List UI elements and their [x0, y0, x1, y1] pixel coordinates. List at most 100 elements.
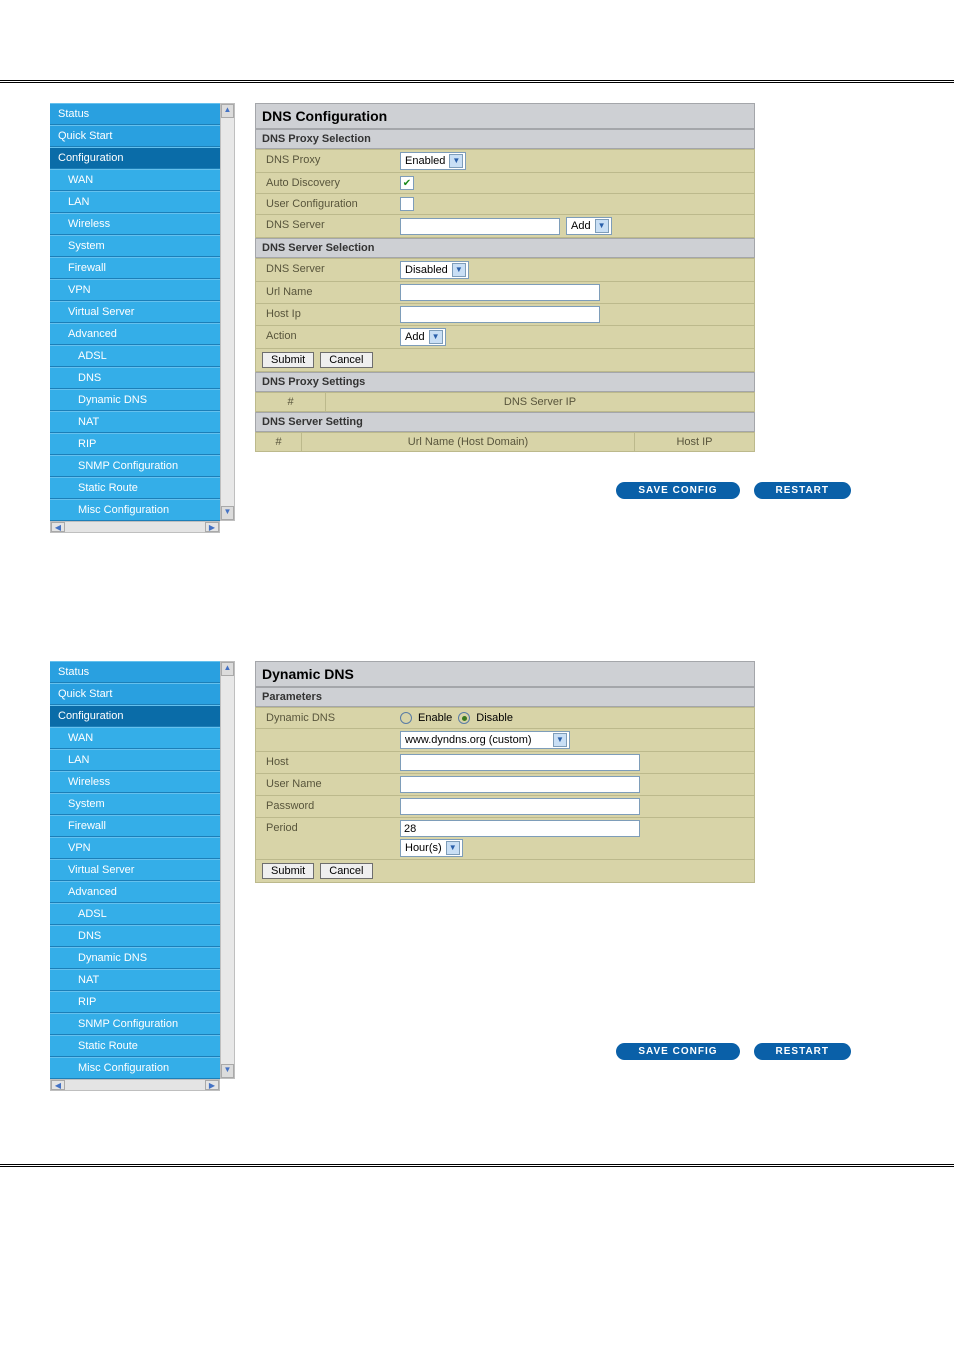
col-url-name: Url Name (Host Domain): [302, 433, 635, 452]
sidebar-item-static-route[interactable]: Static Route: [50, 1035, 220, 1057]
sidebar-item-snmp-config[interactable]: SNMP Configuration: [50, 455, 220, 477]
sidebar-item-wireless[interactable]: Wireless: [50, 213, 220, 235]
provider-select[interactable]: www.dyndns.org (custom) ▼: [400, 731, 570, 749]
dynamic-dns-view: Status Quick Start Configuration WAN LAN…: [0, 661, 954, 1079]
radio-label-disable: Disable: [476, 712, 513, 724]
chevron-down-icon: ▼: [452, 263, 466, 277]
sidebar-item-misc-config[interactable]: Misc Configuration: [50, 499, 220, 521]
sidebar-item-virtual-server[interactable]: Virtual Server: [50, 859, 220, 881]
sidebar-item-nat[interactable]: NAT: [50, 411, 220, 433]
sidebar-hscrollbar[interactable]: ◀ ▶: [50, 1079, 220, 1091]
sidebar-item-dynamic-dns[interactable]: Dynamic DNS: [50, 389, 220, 411]
scroll-up-icon[interactable]: ▲: [221, 104, 234, 118]
sidebar-item-advanced[interactable]: Advanced: [50, 881, 220, 903]
sidebar-item-virtual-server[interactable]: Virtual Server: [50, 301, 220, 323]
sidebar-item-wireless[interactable]: Wireless: [50, 771, 220, 793]
chevron-down-icon: ▼: [595, 219, 609, 233]
sidebar-item-quick-start[interactable]: Quick Start: [50, 683, 220, 705]
sidebar-item-configuration[interactable]: Configuration: [50, 147, 220, 169]
password-input[interactable]: [400, 798, 640, 815]
sidebar-item-vpn[interactable]: VPN: [50, 837, 220, 859]
dns-server-input[interactable]: [400, 218, 560, 235]
scroll-left-icon[interactable]: ◀: [51, 522, 65, 532]
label-dns-proxy: DNS Proxy: [256, 150, 396, 172]
sidebar-item-status[interactable]: Status: [50, 103, 220, 125]
scroll-track[interactable]: [221, 676, 234, 1064]
cancel-button[interactable]: Cancel: [320, 863, 372, 879]
sidebar-item-snmp-config[interactable]: SNMP Configuration: [50, 1013, 220, 1035]
page-top-rule: [0, 80, 954, 83]
scroll-up-icon[interactable]: ▲: [221, 662, 234, 676]
sidebar-item-firewall[interactable]: Firewall: [50, 257, 220, 279]
submit-button[interactable]: Submit: [262, 863, 314, 879]
sidebar-item-wan[interactable]: WAN: [50, 169, 220, 191]
auto-discovery-checkbox[interactable]: ✔: [400, 176, 414, 190]
sidebar-item-adsl[interactable]: ADSL: [50, 903, 220, 925]
save-config-button[interactable]: SAVE CONFIG: [616, 482, 739, 499]
restart-button[interactable]: RESTART: [754, 1043, 851, 1060]
host-ip-input[interactable]: [400, 306, 600, 323]
sidebar-item-rip[interactable]: RIP: [50, 991, 220, 1013]
col-dns-server-ip: DNS Server IP: [326, 393, 755, 412]
sidebar-hscrollbar[interactable]: ◀ ▶: [50, 521, 220, 533]
user-config-checkbox[interactable]: ✔: [400, 197, 414, 211]
sidebar-item-rip[interactable]: RIP: [50, 433, 220, 455]
scroll-track[interactable]: [65, 1080, 205, 1090]
label-dns-server: DNS Server: [256, 215, 396, 237]
sidebar-item-vpn[interactable]: VPN: [50, 279, 220, 301]
label-period: Period: [256, 818, 396, 859]
sidebar-item-wan[interactable]: WAN: [50, 727, 220, 749]
restart-button[interactable]: RESTART: [754, 482, 851, 499]
host-input[interactable]: [400, 754, 640, 771]
sidebar-item-firewall[interactable]: Firewall: [50, 815, 220, 837]
sidebar-item-dynamic-dns[interactable]: Dynamic DNS: [50, 947, 220, 969]
scroll-right-icon[interactable]: ▶: [205, 522, 219, 532]
sidebar-item-lan[interactable]: LAN: [50, 749, 220, 771]
dns-proxy-select[interactable]: Enabled ▼: [400, 152, 466, 170]
col-num: #: [256, 393, 326, 412]
label-host-ip: Host Ip: [256, 304, 396, 325]
disable-radio[interactable]: [458, 712, 470, 724]
dns-server-action-select[interactable]: Add ▼: [566, 217, 612, 235]
sidebar-vscrollbar[interactable]: ▲ ▼: [220, 661, 235, 1079]
label-user-config: User Configuration: [256, 194, 396, 214]
save-config-button[interactable]: SAVE CONFIG: [616, 1043, 739, 1060]
scroll-right-icon[interactable]: ▶: [205, 1080, 219, 1090]
dns-server-select[interactable]: Disabled ▼: [400, 261, 469, 279]
panel-title: DNS Configuration: [255, 103, 755, 129]
sidebar-item-nat[interactable]: NAT: [50, 969, 220, 991]
sidebar-item-lan[interactable]: LAN: [50, 191, 220, 213]
scroll-track[interactable]: [65, 522, 205, 532]
sidebar-vscrollbar[interactable]: ▲ ▼: [220, 103, 235, 521]
scroll-down-icon[interactable]: ▼: [221, 1064, 234, 1078]
sidebar-item-adsl[interactable]: ADSL: [50, 345, 220, 367]
sidebar-item-advanced[interactable]: Advanced: [50, 323, 220, 345]
col-num: #: [256, 433, 302, 452]
select-value: Disabled: [405, 264, 448, 276]
submit-button[interactable]: Submit: [262, 352, 314, 368]
sidebar-item-dns[interactable]: DNS: [50, 367, 220, 389]
sidebar-item-configuration[interactable]: Configuration: [50, 705, 220, 727]
chevron-down-icon: ▼: [449, 154, 463, 168]
period-value-input[interactable]: [400, 820, 640, 837]
sidebar-item-static-route[interactable]: Static Route: [50, 477, 220, 499]
action-select[interactable]: Add ▼: [400, 328, 446, 346]
scroll-down-icon[interactable]: ▼: [221, 506, 234, 520]
cancel-button[interactable]: Cancel: [320, 352, 372, 368]
sidebar-item-dns[interactable]: DNS: [50, 925, 220, 947]
period-unit-select[interactable]: Hour(s) ▼: [400, 839, 463, 857]
url-name-input[interactable]: [400, 284, 600, 301]
sidebar-item-system[interactable]: System: [50, 793, 220, 815]
username-input[interactable]: [400, 776, 640, 793]
sidebar-item-quick-start[interactable]: Quick Start: [50, 125, 220, 147]
scroll-track[interactable]: [221, 118, 234, 506]
enable-radio[interactable]: [400, 712, 412, 724]
dns-config-panel: DNS Configuration DNS Proxy Selection DN…: [255, 103, 755, 452]
scroll-left-icon[interactable]: ◀: [51, 1080, 65, 1090]
sidebar-item-system[interactable]: System: [50, 235, 220, 257]
page-bottom-rule: [0, 1164, 954, 1167]
label-username: User Name: [256, 774, 396, 795]
action-bar: SAVE CONFIG RESTART: [255, 482, 855, 499]
sidebar-item-misc-config[interactable]: Misc Configuration: [50, 1057, 220, 1079]
sidebar-item-status[interactable]: Status: [50, 661, 220, 683]
